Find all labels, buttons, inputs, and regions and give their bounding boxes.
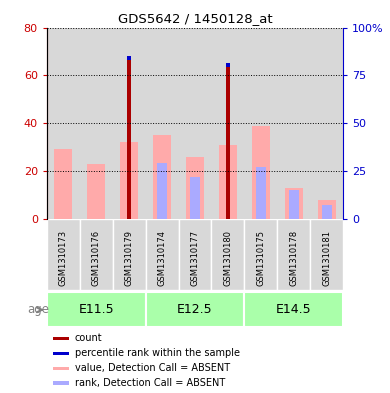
Bar	[145, 219, 179, 290]
Bar	[252, 125, 270, 219]
Text: count: count	[75, 333, 103, 343]
Bar	[80, 28, 113, 219]
Bar	[53, 382, 69, 385]
Bar	[127, 56, 131, 219]
Bar	[277, 28, 310, 219]
Bar	[47, 28, 80, 219]
Text: GSM1310179: GSM1310179	[125, 230, 134, 285]
Text: GSM1310178: GSM1310178	[289, 230, 298, 286]
Text: GSM1310175: GSM1310175	[256, 230, 265, 285]
Bar	[226, 63, 230, 219]
Text: GSM1310173: GSM1310173	[59, 230, 68, 286]
Text: GSM1310180: GSM1310180	[223, 230, 232, 285]
Bar	[289, 190, 299, 219]
Bar	[277, 219, 310, 290]
Bar	[256, 167, 266, 219]
Text: GSM1310174: GSM1310174	[158, 230, 167, 285]
Text: value, Detection Call = ABSENT: value, Detection Call = ABSENT	[75, 363, 230, 373]
Bar	[190, 177, 200, 219]
Bar	[211, 28, 245, 219]
Text: GSM1310181: GSM1310181	[322, 230, 331, 285]
Text: GSM1310176: GSM1310176	[92, 230, 101, 286]
Bar	[211, 219, 245, 290]
Text: E12.5: E12.5	[177, 303, 213, 316]
Bar	[186, 156, 204, 219]
Text: E14.5: E14.5	[276, 303, 312, 316]
Bar	[113, 28, 145, 219]
Bar	[310, 28, 343, 219]
Bar	[145, 292, 245, 327]
Bar	[87, 164, 105, 219]
Bar	[53, 337, 69, 340]
Bar	[157, 163, 167, 219]
Bar	[153, 135, 171, 219]
Text: rank, Detection Call = ABSENT: rank, Detection Call = ABSENT	[75, 378, 225, 388]
Bar	[53, 367, 69, 370]
Bar	[179, 28, 211, 219]
Text: percentile rank within the sample: percentile rank within the sample	[75, 348, 240, 358]
Bar	[113, 219, 145, 290]
Bar	[322, 206, 332, 219]
Bar	[80, 219, 113, 290]
Bar	[310, 219, 343, 290]
Bar	[127, 56, 131, 60]
Bar	[219, 145, 237, 219]
Bar	[53, 352, 69, 355]
Text: E11.5: E11.5	[78, 303, 114, 316]
Text: GSM1310177: GSM1310177	[190, 230, 200, 286]
Bar	[226, 63, 230, 67]
Bar	[54, 149, 72, 219]
Bar	[145, 28, 179, 219]
Bar	[47, 219, 80, 290]
Title: GDS5642 / 1450128_at: GDS5642 / 1450128_at	[118, 12, 272, 25]
Bar	[179, 219, 211, 290]
Bar	[245, 28, 277, 219]
Bar	[245, 292, 343, 327]
Bar	[47, 292, 145, 327]
Bar	[285, 188, 303, 219]
Bar	[245, 219, 277, 290]
Text: age: age	[27, 303, 49, 316]
Bar	[120, 142, 138, 219]
Bar	[318, 200, 336, 219]
